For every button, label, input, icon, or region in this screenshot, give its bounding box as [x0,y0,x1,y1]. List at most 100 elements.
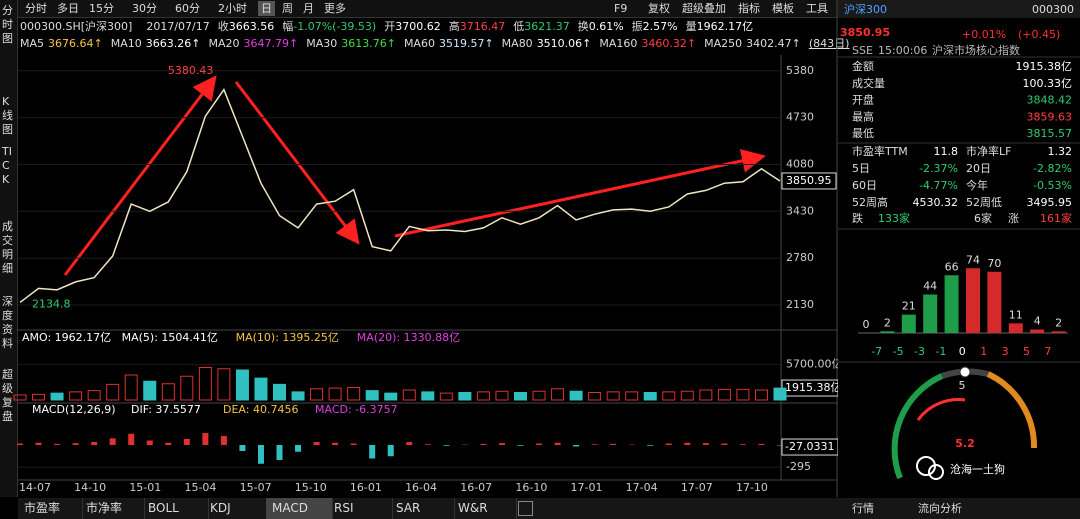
period-button[interactable]: 月 [303,2,314,15]
macd-bar [128,433,135,445]
distribution-bar [1051,331,1066,333]
change: (+0.45) [1018,28,1060,41]
period-button[interactable]: 多日 [57,2,79,15]
tool-button[interactable]: 模板 [772,2,794,15]
price-box [781,172,837,190]
period-button[interactable]: 周 [282,2,293,15]
ma-name: MA30 [306,37,338,50]
macd-bar [480,443,487,445]
add-tab[interactable] [518,501,533,516]
trend-arrow [234,81,360,245]
info-line: 000300.SH[沪深300] 2017/07/17 收3663.56 幅-1.07… [20,18,761,35]
macd-bar [443,445,450,446]
indicator-tab[interactable]: BOLL [142,498,209,519]
stat-label: 52周低 [966,196,1002,209]
toolbar: 分时 多日 15分 30分 60分 2小时日周月更多 F9 复权 超级叠加 指标 模板 工具 [18,0,838,18]
ma-value: 3402.47↑ [746,37,801,50]
macd-bar [739,444,746,445]
macd-bar [332,442,339,445]
volume-bar [773,387,787,401]
current-macd-label: -27.0331 [785,440,834,453]
stat-value: 1.32 [1048,145,1073,158]
watermark: 沧海一土狗 [950,462,1005,476]
tool-button[interactable]: 指标 [738,2,760,15]
volume-legend: AMO: 1962.17亿 [22,331,111,344]
row-label: 金额 [852,59,874,73]
volume-bar [495,390,509,401]
panel-header [838,0,1080,18]
y-tick-label: 4730 [786,111,814,124]
ma-value: 3676.64↑ [48,37,103,50]
ma-value: 3663.26↑ [145,37,201,50]
period-button[interactable]: 日 [258,1,275,16]
distribution-bar [1030,329,1045,333]
tool-button[interactable]: F9 [614,2,628,15]
exchange: SSE [852,44,873,57]
period-button[interactable]: 15分 [89,2,114,15]
down-count: 133家 [878,211,910,225]
row-value: 1915.38亿 [1016,60,1073,73]
panel-tab[interactable]: 行情 [852,502,874,515]
volume-bar [402,389,416,401]
sidebar-tab[interactable]: 成交明细 [2,220,13,275]
x-tick-label: 16-07 [460,481,492,494]
volume-bar [310,388,324,401]
ma-value: 3519.57↑ [438,37,494,50]
indicator-tab[interactable]: KDJ [204,498,269,519]
tool-button[interactable]: 超级叠加 [682,2,726,15]
tool-button[interactable]: 工具 [806,2,828,15]
stat-value: -2.82% [1033,162,1072,175]
period-button[interactable]: 更多 [324,2,346,15]
quote-panel: 沪深300 000300 3850.95 +0.01% (+0.45) SSE 15:00:… [838,0,1080,519]
stat-value: 4530.32 [913,196,959,209]
volume-bar [180,375,194,401]
sidebar-tab[interactable]: 分时图 [2,4,13,45]
period-button[interactable]: 30分 [132,2,157,15]
row-label: 最高 [852,109,874,123]
volume-bar [569,390,583,401]
distribution-label: 3 [1002,345,1009,358]
indicator-tab[interactable]: W&R [452,498,517,519]
indicator-tab[interactable]: MACD [266,498,333,519]
volume-bar [588,392,602,401]
stat-value: -0.53% [1033,179,1072,192]
sidebar-tab[interactable]: K线图 [2,95,13,136]
tool-button[interactable]: 复权 [648,2,670,15]
row-value: 3848.42 [1027,94,1073,107]
panel-tab[interactable]: 流向分析 [918,501,962,515]
volume-bar [643,392,657,401]
indicator-tab[interactable]: RSI [328,498,393,519]
volume-bar [439,392,453,401]
period-button[interactable]: 60分 [175,2,200,15]
volume-bar [291,391,305,401]
volume-bar [384,392,398,401]
sidebar-tab[interactable]: 深度资料 [2,295,13,350]
distribution-bar [987,271,1002,333]
period-button[interactable]: 分时 [25,2,47,15]
period-button[interactable]: 2小时 [218,2,247,15]
volume-bar [32,393,46,401]
volume-bar [754,389,768,401]
indicator-tab[interactable]: 市盈率 [18,498,83,519]
indicator-tab[interactable]: SAR [390,498,455,519]
field-value: 3663.56 [228,20,275,33]
field-value: 3621.37 [524,20,570,33]
macd-bar [406,442,413,445]
sidebar-tab[interactable]: 超级复盘 [2,368,13,423]
volume-bar [50,392,64,401]
volume-bar [13,394,27,401]
trend-arrow [63,75,217,276]
macd-bar [72,443,79,445]
ma-name: MA20 [208,37,240,50]
time: 15:00:06 [878,44,927,57]
volume-bar [328,387,342,401]
volume-bar [347,387,361,401]
volume-bar [365,390,379,401]
sidebar-tab[interactable]: TICK [2,145,12,186]
up-count: 161家 [1040,211,1072,225]
indicator-tab[interactable]: 市净率 [80,498,145,519]
macd-bar [610,443,617,445]
flat-count: 6家 [974,211,992,225]
volume-bar [217,368,231,401]
distribution-label: 1 [980,345,987,358]
